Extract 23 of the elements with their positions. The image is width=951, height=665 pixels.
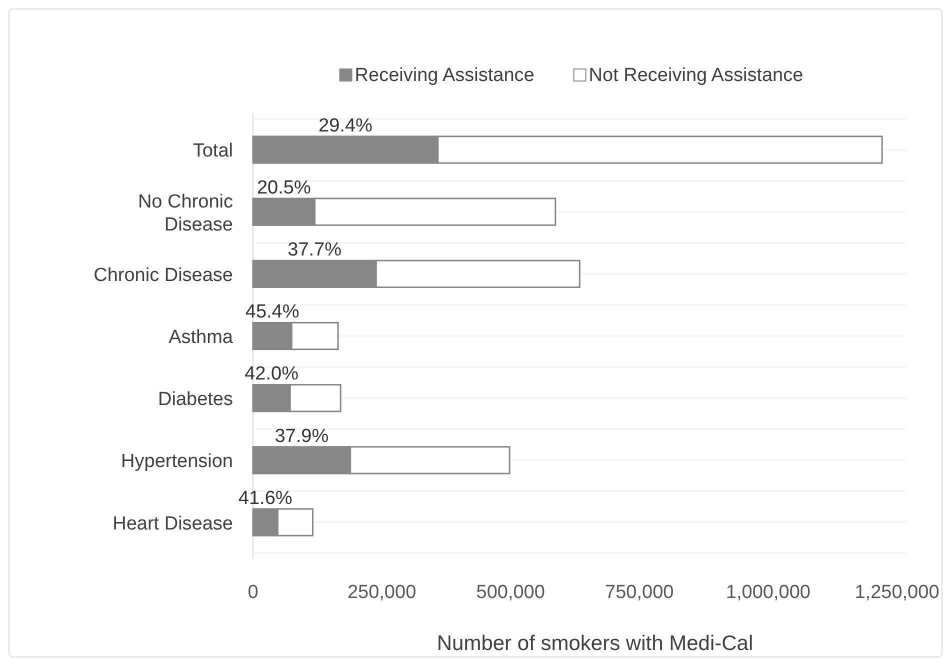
y-tick-label: Hypertension <box>121 451 233 472</box>
x-tick-label: 1,000,000 <box>726 582 810 603</box>
y-tick-label: Total <box>192 140 233 162</box>
annotation: 37.7% <box>288 240 342 261</box>
y-tick-label: Heart Disease <box>112 513 233 534</box>
x-axis-title: Number of smokers with Medi-Cal <box>436 632 754 655</box>
annotation: 42.0% <box>244 364 299 385</box>
y-tick-label: Asthma <box>168 327 234 348</box>
y-tick-label: Diabetes <box>158 389 233 410</box>
x-tick-label: 500,000 <box>476 582 545 603</box>
annotation: 37.9% <box>274 426 329 447</box>
legend-label: Not Receiving Assistance <box>588 65 804 86</box>
annotation: 20.5% <box>256 177 311 198</box>
annotation: 29.4% <box>318 115 373 136</box>
y-tick-label: No Chronic Disease <box>138 191 233 236</box>
annotation: 41.6% <box>238 488 292 509</box>
y-tick-label: Chronic Disease <box>94 264 233 286</box>
x-tick-label: 750,000 <box>605 582 674 603</box>
x-tick-label: 1,250,000 <box>854 582 940 603</box>
legend-label: Receiving Assistance <box>354 65 534 86</box>
x-tick-label: 250,000 <box>347 582 416 603</box>
x-tick-label: 0 <box>248 582 258 603</box>
annotation: 45.4% <box>245 302 300 323</box>
